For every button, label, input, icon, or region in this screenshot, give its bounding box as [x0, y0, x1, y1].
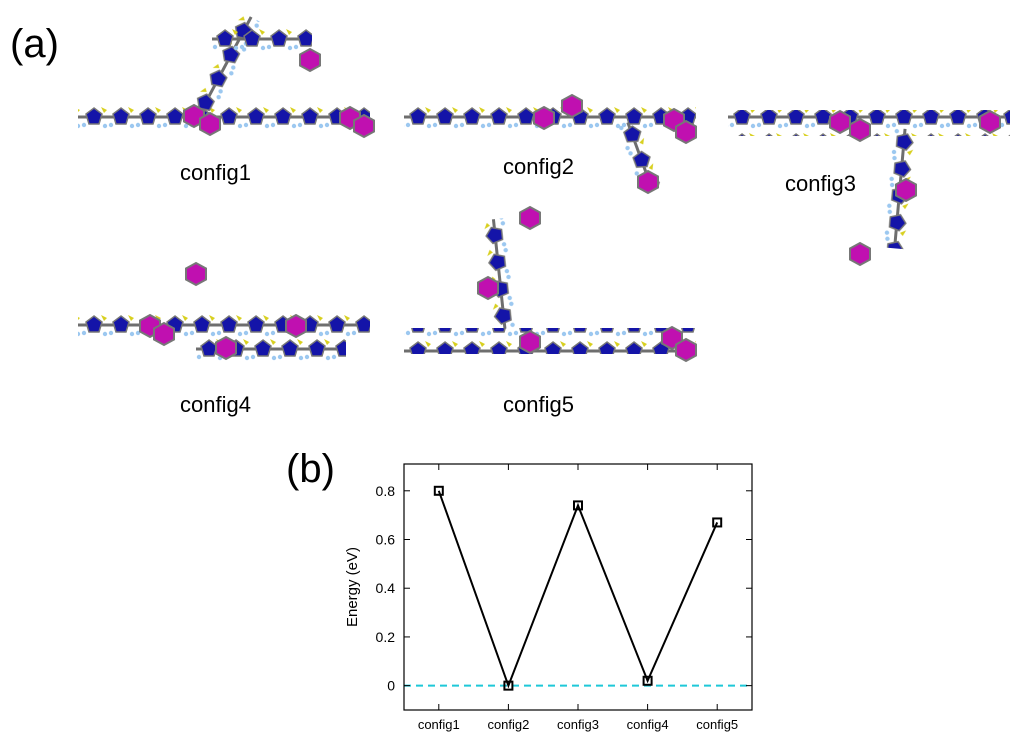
y-tick-label: 0 — [387, 678, 395, 694]
x-tick-label: config1 — [418, 717, 460, 732]
molecule — [728, 110, 1010, 265]
series-line — [439, 491, 717, 686]
y-tick-label: 0.4 — [376, 580, 396, 596]
structure-label: config3 — [785, 171, 856, 196]
y-tick-label: 0.8 — [376, 483, 396, 499]
panel-label: (b) — [286, 447, 335, 491]
structure-label: config1 — [180, 160, 251, 185]
figure: (a) config1 config2 — [0, 0, 1010, 736]
molecule — [78, 263, 370, 362]
x-tick-label: config3 — [557, 717, 599, 732]
x-tick-label: config4 — [627, 717, 669, 732]
panel-b: (b) Energy (eV) 0 0.2 0.4 0.6 0.8 config1 conf… — [286, 447, 752, 732]
page: {"panel_a": {"label": "(a)", "structures… — [0, 0, 1010, 736]
y-tick-label: 0.2 — [376, 629, 396, 645]
y-tick-label: 0.6 — [376, 532, 396, 548]
panel-a: (a) config1 config2 — [10, 11, 1010, 417]
molecule — [78, 11, 374, 137]
x-tick-label: config5 — [696, 717, 738, 732]
x-tick-label: config2 — [487, 717, 529, 732]
structure-label: config4 — [180, 392, 251, 417]
structure-label: config5 — [503, 392, 574, 417]
y-axis-label: Energy (eV) — [344, 547, 361, 627]
molecule — [404, 207, 696, 361]
panel-label: (a) — [10, 22, 59, 66]
structure-label: config2 — [503, 154, 574, 179]
